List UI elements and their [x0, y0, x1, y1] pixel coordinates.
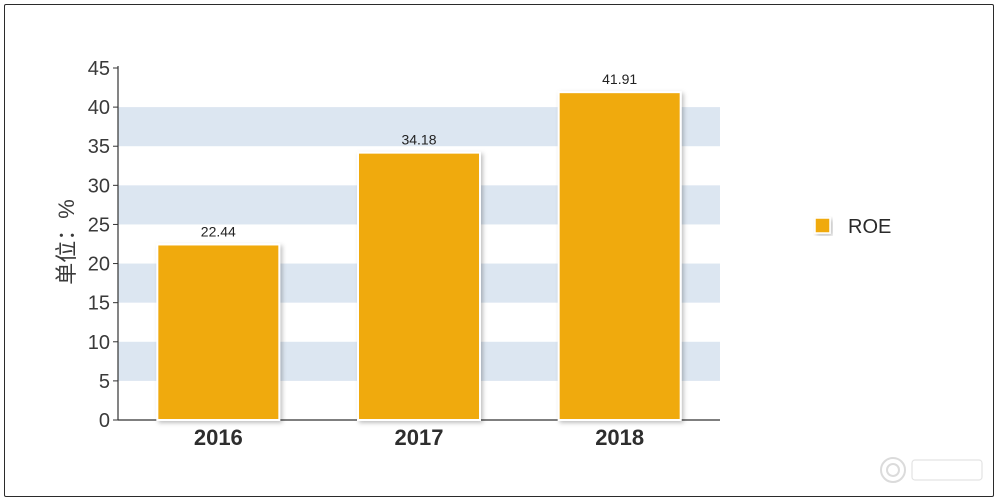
y-tick-label: 45 — [88, 58, 110, 80]
legend-swatch-roe — [814, 217, 831, 234]
y-tick-labels: 0 5 10 15 20 25 30 35 40 45 — [88, 58, 110, 432]
legend: ROE — [814, 216, 891, 238]
y-tick-label: 35 — [88, 136, 110, 158]
category-label-2017: 2017 — [395, 425, 444, 450]
bar-2017 — [357, 151, 481, 421]
y-tick-label: 30 — [88, 175, 110, 197]
y-tick-label: 10 — [88, 332, 110, 354]
y-tick-label: 15 — [88, 293, 110, 315]
y-tick-label: 40 — [88, 97, 110, 119]
data-label-2017: 34.18 — [401, 132, 436, 148]
bars — [156, 91, 682, 422]
y-tick-label: 5 — [99, 371, 110, 393]
category-label-2018: 2018 — [595, 425, 644, 450]
data-labels: 22.44 34.18 41.91 — [201, 71, 638, 239]
watermark-logo — [880, 457, 983, 483]
data-label-2016: 22.44 — [201, 223, 236, 239]
y-tick-label: 20 — [88, 254, 110, 276]
legend-label-roe: ROE — [848, 216, 891, 238]
bar-2016 — [156, 243, 281, 421]
y-tick-label: 0 — [99, 410, 110, 432]
category-label-2016: 2016 — [194, 425, 243, 450]
y-tick-label: 25 — [88, 214, 110, 236]
bar-2018 — [557, 91, 682, 422]
y-axis-label: 单位：% — [54, 199, 79, 285]
data-label-2018: 41.91 — [602, 71, 637, 87]
category-labels: 2016 2017 2018 — [194, 425, 644, 450]
